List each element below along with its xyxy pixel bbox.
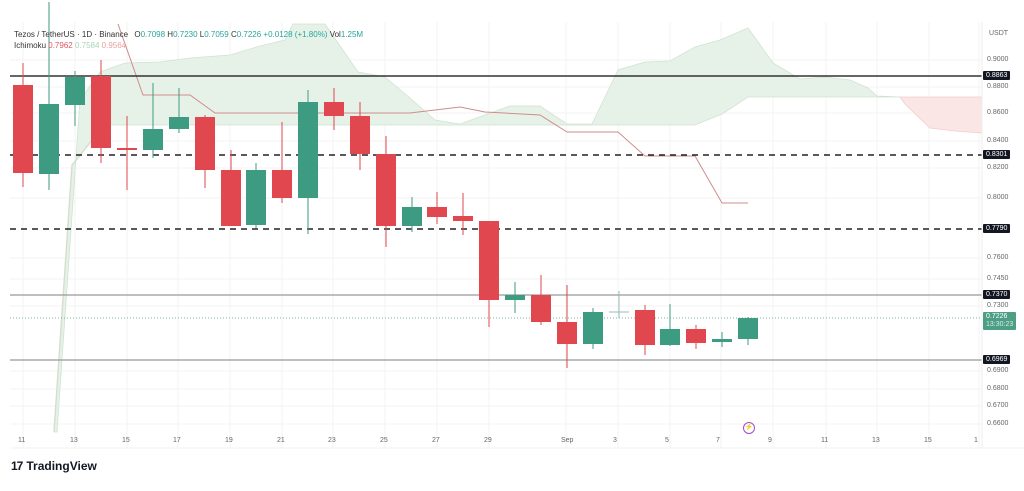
price-tick: 0.7300 — [987, 302, 1009, 309]
low-label: L — [199, 30, 205, 39]
candle — [427, 207, 447, 217]
price-tick: 0.8200 — [987, 164, 1009, 171]
candle — [350, 116, 370, 154]
open-value: 0.7098 — [140, 30, 166, 39]
time-tick: 11 — [18, 437, 26, 444]
price-tick: 0.6800 — [987, 385, 1009, 392]
time-tick: Sep — [561, 437, 574, 444]
candle — [712, 339, 732, 342]
time-tick: 19 — [225, 437, 233, 444]
time-tick: 13 — [70, 437, 78, 444]
time-tick: 29 — [484, 437, 492, 444]
candle — [557, 322, 577, 344]
candle — [583, 312, 603, 344]
level-price-tag: 0.8301 — [983, 150, 1011, 159]
symbol-title[interactable]: Tezos / TetherUS · 1D · Binance — [14, 30, 129, 39]
high-label: H — [167, 30, 174, 39]
price-tick: 0.8400 — [987, 137, 1009, 144]
indicator-value-1: 0.7962 — [48, 41, 73, 50]
price-tick: 0.9000 — [987, 56, 1009, 63]
level-price-tag: 0.6969 — [983, 355, 1011, 364]
candle — [531, 295, 551, 322]
current-price-tag: 0.7226 13:30:23 — [983, 312, 1017, 330]
level-price-tag: 0.7370 — [983, 290, 1011, 299]
candle — [635, 310, 655, 345]
indicator-value-3: 0.9564 — [101, 41, 127, 50]
high-value: 0.7230 — [173, 30, 198, 39]
candle — [686, 329, 706, 343]
candle — [65, 77, 85, 105]
symbol-row: Tezos / TetherUS · 1D · Binance O0.7098 … — [14, 29, 363, 40]
candle — [117, 148, 137, 150]
ichimoku-lagging-span — [53, 139, 93, 433]
ichimoku-cloud-bearish — [899, 96, 983, 134]
tradingview-logo[interactable]: 17 TradingView — [11, 459, 97, 473]
economic-event-lightning-icon[interactable]: ⚡ — [743, 422, 755, 434]
time-tick: 5 — [665, 437, 669, 444]
level-price-tag: 0.8863 — [983, 71, 1011, 80]
price-tick: 0.6700 — [987, 402, 1009, 409]
candle — [402, 207, 422, 226]
candle — [91, 76, 111, 148]
time-tick: 1 — [974, 437, 978, 444]
level-price-tag: 0.7790 — [983, 224, 1011, 233]
bar-countdown: 13:30:23 — [986, 321, 1014, 328]
candle — [660, 329, 680, 345]
candle — [324, 102, 344, 116]
time-tick: 21 — [277, 437, 285, 444]
time-tick: 15 — [924, 437, 932, 444]
time-tick: 25 — [380, 437, 388, 444]
close-label: C — [230, 30, 237, 39]
open-label: O — [134, 30, 141, 39]
time-tick: 3 — [613, 437, 617, 444]
indicator-value-2: 0.7584 — [74, 41, 100, 50]
candle — [39, 104, 59, 174]
price-axis-currency: USDT — [989, 30, 1009, 37]
time-tick: 11 — [821, 437, 829, 444]
candle — [169, 117, 189, 129]
close-value: 0.7226 — [236, 30, 262, 39]
change-value: +0.0128 (+1.80%) — [263, 30, 328, 39]
chart-legend: Tezos / TetherUS · 1D · Binance O0.7098 … — [14, 29, 363, 51]
time-tick: 17 — [173, 437, 181, 444]
candle — [453, 216, 473, 221]
ichimoku-cloud-bullish — [53, 23, 901, 433]
current-price-value: 0.7226 — [986, 313, 1008, 320]
time-tick: 13 — [872, 437, 880, 444]
price-tick: 0.6600 — [987, 420, 1009, 427]
indicator-row: Ichimoku 0.7962 0.7584 0.9564 — [14, 40, 363, 51]
candles — [13, 2, 758, 368]
tradingview-mark-icon: 17 — [11, 459, 23, 473]
price-tick: 0.6900 — [987, 367, 1009, 374]
candle — [738, 318, 758, 339]
time-tick: 7 — [716, 437, 720, 444]
time-tick: 27 — [432, 437, 440, 444]
price-tick: 0.7600 — [987, 254, 1009, 261]
price-tick: 0.7450 — [987, 275, 1009, 282]
candle — [221, 170, 241, 226]
candle — [272, 170, 292, 198]
candle — [13, 85, 33, 173]
ichimoku-kijun-line — [117, 23, 748, 204]
tradingview-logo-text: TradingView — [26, 459, 97, 473]
candle — [298, 102, 318, 198]
low-value: 0.7059 — [204, 30, 229, 39]
candle — [505, 295, 525, 300]
price-tick: 0.8800 — [987, 83, 1009, 90]
candle — [376, 154, 396, 226]
volume-label: Vol — [329, 30, 341, 39]
time-tick: 15 — [122, 437, 130, 444]
volume-value: 1.25M — [340, 30, 364, 39]
time-tick: 9 — [768, 437, 772, 444]
time-tick: 23 — [328, 437, 336, 444]
candle — [479, 221, 499, 300]
price-tick: 0.8600 — [987, 109, 1009, 116]
candle — [195, 117, 215, 170]
price-tick: 0.8000 — [987, 194, 1009, 201]
candle — [246, 170, 266, 225]
indicator-name[interactable]: Ichimoku — [14, 41, 47, 50]
candle — [143, 129, 163, 150]
